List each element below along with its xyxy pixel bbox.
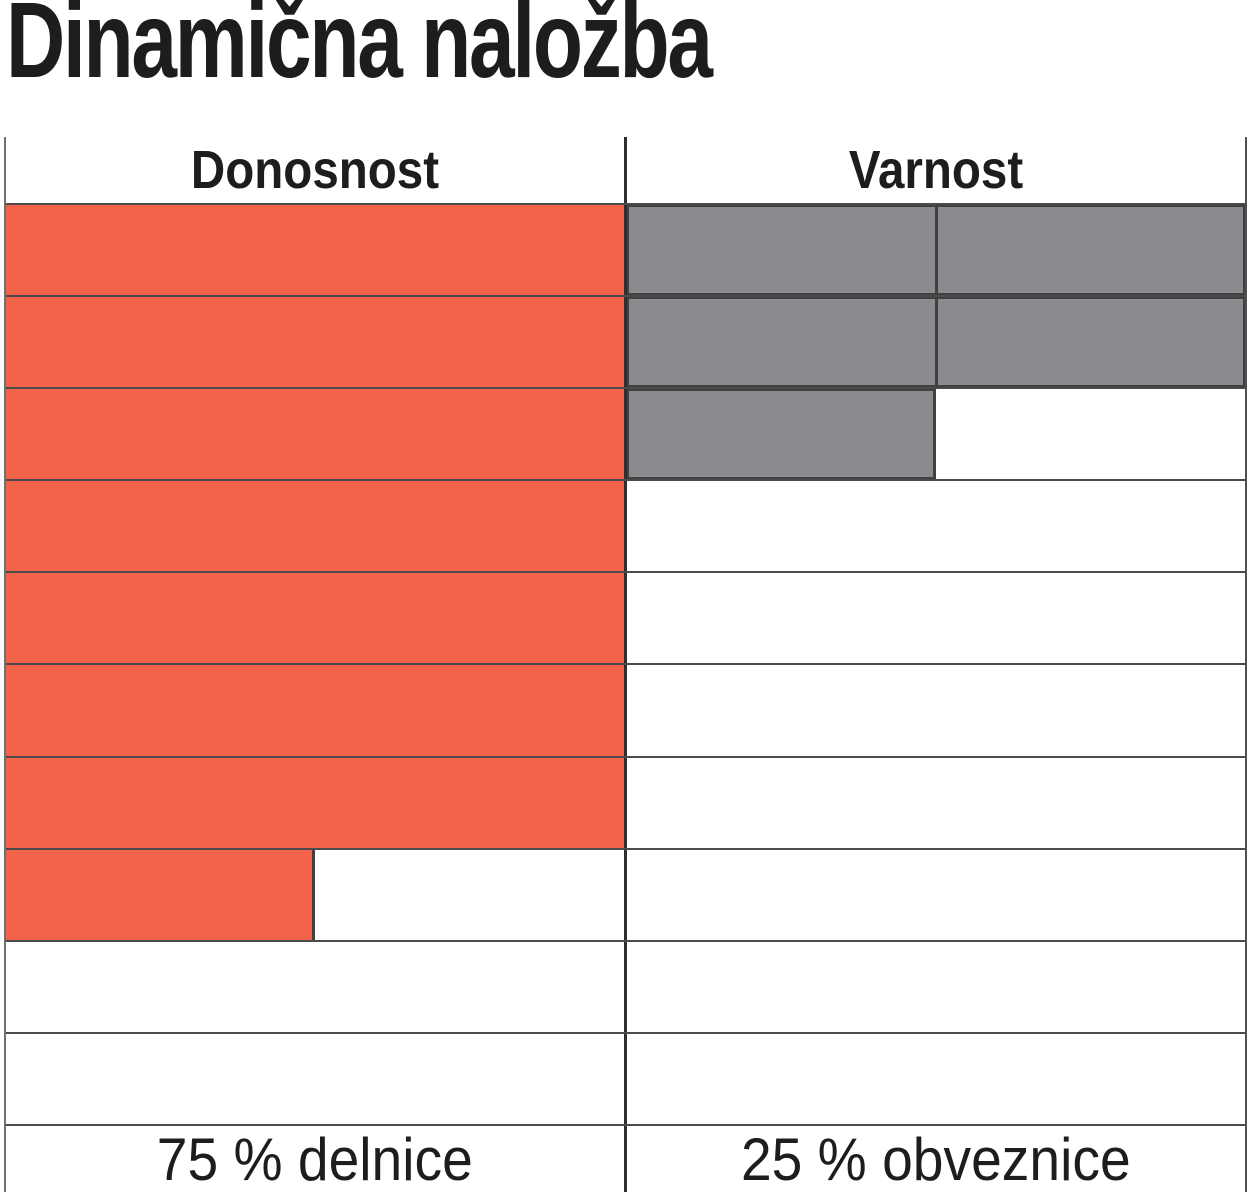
cell-varnost-10 xyxy=(624,1033,1245,1124)
cell-varnost-8 xyxy=(624,849,1245,940)
donosnost-block-fill xyxy=(6,665,624,756)
footer-cell-delnice: 75 % delnice xyxy=(6,1126,624,1192)
cell-varnost-1 xyxy=(624,205,1245,296)
donosnost-block-fill xyxy=(6,205,624,296)
cell-varnost-6 xyxy=(624,665,1245,756)
footer-cell-obveznice: 25 % obveznice xyxy=(624,1126,1245,1192)
header-label-varnost: Varnost xyxy=(848,140,1024,200)
chart-row-10 xyxy=(6,1031,1245,1124)
chart-rows xyxy=(6,203,1245,1124)
header-row: Donosnost Varnost xyxy=(6,137,1245,203)
footer-label-obveznice: 25 % obveznice xyxy=(741,1126,1131,1192)
donosnost-block-fill xyxy=(6,389,624,480)
footer-row: 75 % delnice 25 % obveznice xyxy=(6,1124,1245,1192)
page-title: Dinamična naložba xyxy=(6,0,713,100)
donosnost-block-fill xyxy=(6,481,624,572)
cell-donosnost-9 xyxy=(6,942,624,1032)
chart-row-5 xyxy=(6,571,1245,664)
chart-row-9 xyxy=(6,939,1245,1032)
chart-row-1 xyxy=(6,203,1245,296)
varnost-block-fill xyxy=(627,389,936,480)
cell-donosnost-10 xyxy=(6,1034,624,1124)
cell-varnost-2 xyxy=(624,297,1245,388)
segment-divider xyxy=(935,297,938,388)
header-label-donosnost: Donosnost xyxy=(190,140,440,200)
donosnost-block-fill xyxy=(6,849,315,940)
cell-varnost-3 xyxy=(624,389,1245,480)
cell-donosnost-7 xyxy=(6,757,624,848)
cell-varnost-4 xyxy=(624,481,1245,572)
cell-donosnost-8 xyxy=(6,849,624,940)
cell-donosnost-2 xyxy=(6,297,624,388)
cell-donosnost-6 xyxy=(6,665,624,756)
header-cell-varnost: Varnost xyxy=(624,137,1245,203)
donosnost-block-fill xyxy=(6,297,624,388)
chart-row-2 xyxy=(6,295,1245,388)
cell-donosnost-1 xyxy=(6,205,624,296)
chart-row-4 xyxy=(6,479,1245,572)
cell-donosnost-3 xyxy=(6,389,624,480)
chart-row-8 xyxy=(6,847,1245,940)
cell-donosnost-4 xyxy=(6,481,624,572)
chart-row-7 xyxy=(6,755,1245,848)
chart-row-3 xyxy=(6,387,1245,480)
chart-row-6 xyxy=(6,663,1245,756)
donosnost-block-fill xyxy=(6,573,624,664)
donosnost-block-fill xyxy=(6,757,624,848)
segment-divider xyxy=(935,205,938,296)
cell-varnost-7 xyxy=(624,757,1245,848)
header-cell-donosnost: Donosnost xyxy=(6,137,624,203)
cell-donosnost-5 xyxy=(6,573,624,664)
rating-table: Donosnost Varnost 75 % delnice 25 % obve… xyxy=(4,137,1247,1192)
cell-varnost-9 xyxy=(624,941,1245,1032)
cell-varnost-5 xyxy=(624,573,1245,664)
footer-label-delnice: 75 % delnice xyxy=(156,1126,474,1192)
